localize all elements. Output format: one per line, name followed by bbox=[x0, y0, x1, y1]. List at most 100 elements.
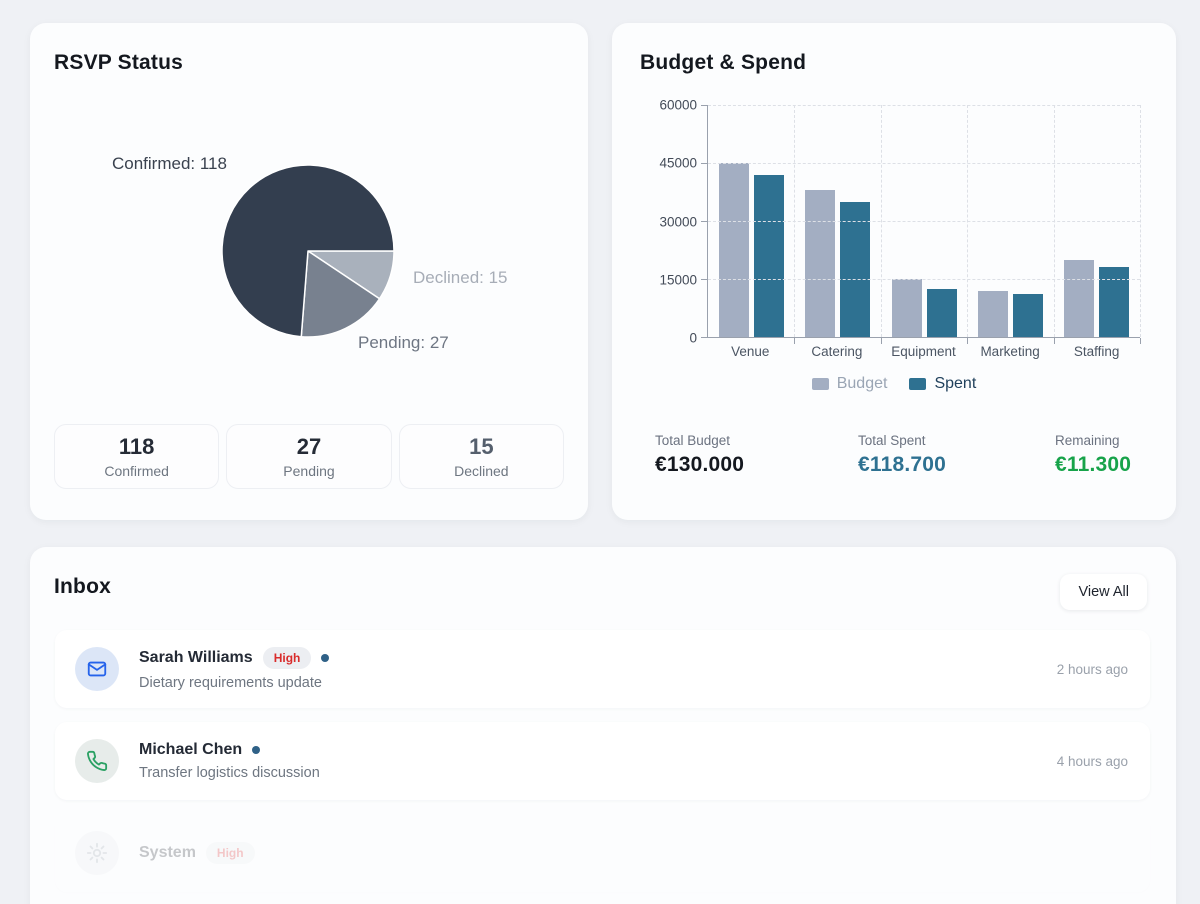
bar-catering-spent bbox=[840, 201, 871, 337]
message-sender: System bbox=[139, 844, 196, 861]
bar-group-venue bbox=[708, 105, 794, 337]
gridline-v bbox=[794, 105, 796, 337]
total-spent-label: Total Spent bbox=[858, 433, 926, 448]
message-row-system[interactable]: System High bbox=[55, 814, 1150, 892]
budget-card-title: Budget & Spend bbox=[640, 51, 807, 74]
x-axis-label-staffing: Staffing bbox=[1073, 344, 1120, 359]
view-all-button[interactable]: View All bbox=[1060, 574, 1147, 610]
pie-label-declined: Declined: 15 bbox=[413, 268, 508, 287]
total-budget-value: €130.000 bbox=[655, 453, 745, 476]
message-content: Sarah Williams High Dietary requirements… bbox=[139, 647, 1057, 691]
stat-value-declined: 15 bbox=[469, 434, 494, 459]
y-axis-tick bbox=[701, 221, 707, 222]
rsvp-stats-row: 118 Confirmed 27 Pending 15 Declined bbox=[54, 424, 564, 489]
y-axis-tick bbox=[701, 337, 707, 338]
pie-label-pending: Pending: 27 bbox=[358, 333, 449, 352]
bar-marketing-spent bbox=[1012, 293, 1043, 337]
y-axis-tick bbox=[701, 163, 707, 164]
gridline-v bbox=[1140, 105, 1141, 337]
budget-bar-chart bbox=[701, 105, 1141, 344]
mail-icon bbox=[87, 661, 107, 677]
x-axis-tick bbox=[1140, 338, 1141, 344]
bar-group-catering bbox=[794, 105, 880, 337]
inbox-card: Inbox View All Sarah Williams High Dieta… bbox=[30, 547, 1176, 904]
message-time: 2 hours ago bbox=[1056, 661, 1128, 677]
bar-chart-x-axis-labels: Venue Catering Equipment Marketing Staffing bbox=[707, 344, 1140, 359]
x-axis-label-marketing: Marketing bbox=[980, 344, 1040, 359]
bar-venue-budget bbox=[718, 163, 749, 337]
stat-value-pending: 27 bbox=[296, 434, 322, 459]
priority-badge: High bbox=[262, 647, 312, 669]
avatar bbox=[75, 647, 119, 691]
rsvp-card-title: RSVP Status bbox=[54, 51, 184, 74]
x-axis-tick bbox=[967, 338, 969, 344]
x-axis-tick bbox=[1053, 338, 1055, 344]
total-budget-label: Total Budget bbox=[655, 433, 731, 448]
legend-item-budget[interactable]: Budget bbox=[811, 375, 888, 393]
bar-chart-legend: Budget Spent bbox=[612, 375, 1176, 393]
unread-dot bbox=[252, 746, 261, 754]
legend-label-spent: Spent bbox=[934, 375, 977, 392]
bar-equipment-spent bbox=[926, 288, 957, 337]
gridline-h bbox=[708, 279, 1140, 280]
message-sender: Sarah Williams bbox=[139, 649, 253, 666]
gridline-h bbox=[708, 221, 1140, 222]
message-preview: Transfer logistics discussion bbox=[139, 765, 320, 781]
legend-swatch-spent bbox=[909, 378, 927, 390]
legend-swatch-budget bbox=[811, 378, 829, 390]
bar-group-staffing bbox=[1054, 105, 1140, 337]
unread-dot bbox=[321, 654, 330, 662]
y-axis-label: 15000 bbox=[659, 272, 697, 288]
pie-slice-confirmed bbox=[221, 164, 395, 338]
x-axis-tick bbox=[794, 338, 796, 344]
legend-label-budget: Budget bbox=[836, 375, 888, 392]
x-axis-label-venue: Venue bbox=[731, 344, 770, 359]
message-row-sarah-williams[interactable]: Sarah Williams High Dietary requirements… bbox=[55, 630, 1150, 708]
bar-catering-budget bbox=[805, 190, 836, 337]
gear-icon bbox=[86, 842, 108, 864]
gridline-h bbox=[708, 163, 1140, 164]
rsvp-status-card: RSVP Status Confirmed: 118 Declined: 15 … bbox=[30, 23, 588, 520]
gridline-v bbox=[1053, 105, 1055, 337]
remaining-column: Remaining €11.300 bbox=[1055, 433, 1131, 477]
stat-box-pending: 27 Pending bbox=[226, 424, 392, 489]
message-preview: Dietary requirements update bbox=[139, 675, 322, 691]
y-axis-label: 45000 bbox=[659, 155, 697, 171]
message-row-michael-chen[interactable]: Michael Chen Transfer logistics discussi… bbox=[55, 722, 1150, 800]
y-axis-label: 60000 bbox=[659, 97, 697, 113]
y-axis-label: 30000 bbox=[659, 214, 697, 229]
stat-box-declined: 15 Declined bbox=[398, 424, 564, 489]
phone-icon bbox=[87, 750, 108, 772]
avatar bbox=[75, 831, 119, 875]
bar-group-marketing bbox=[967, 105, 1053, 337]
pie-slice-pending bbox=[300, 250, 381, 338]
pie-label-confirmed: Confirmed: 118 bbox=[112, 154, 227, 173]
remaining-label: Remaining bbox=[1055, 433, 1120, 448]
priority-badge: High bbox=[205, 842, 255, 864]
total-budget-column: Total Budget €130.000 bbox=[655, 433, 744, 477]
x-axis-label-catering: Catering bbox=[811, 344, 863, 359]
stat-value-confirmed: 118 bbox=[118, 434, 155, 459]
bar-equipment-budget bbox=[891, 279, 922, 337]
gridline-v bbox=[967, 105, 969, 337]
x-axis-tick bbox=[880, 338, 882, 344]
stat-label-confirmed: Confirmed bbox=[104, 463, 169, 479]
message-sender: Michael Chen bbox=[139, 741, 243, 758]
bar-group-equipment bbox=[881, 105, 967, 337]
message-content: Michael Chen Transfer logistics discussi… bbox=[139, 741, 1057, 781]
stat-label-declined: Declined bbox=[454, 463, 509, 479]
bar-venue-spent bbox=[753, 174, 784, 337]
bar-marketing-budget bbox=[977, 290, 1008, 337]
inbox-card-title: Inbox bbox=[54, 575, 111, 598]
message-time: 4 hours ago bbox=[1056, 753, 1128, 769]
gridline-v bbox=[880, 105, 882, 337]
stat-label-pending: Pending bbox=[283, 463, 335, 479]
bar-groups bbox=[708, 105, 1140, 337]
stat-box-confirmed: 118 Confirmed bbox=[54, 424, 220, 489]
total-spent-value: €118.700 bbox=[858, 453, 947, 476]
y-axis-tick bbox=[701, 105, 707, 106]
legend-item-spent[interactable]: Spent bbox=[909, 375, 976, 393]
rsvp-pie-chart bbox=[221, 164, 395, 338]
x-axis-label-equipment: Equipment bbox=[891, 344, 956, 359]
message-content: System High bbox=[139, 842, 1128, 864]
